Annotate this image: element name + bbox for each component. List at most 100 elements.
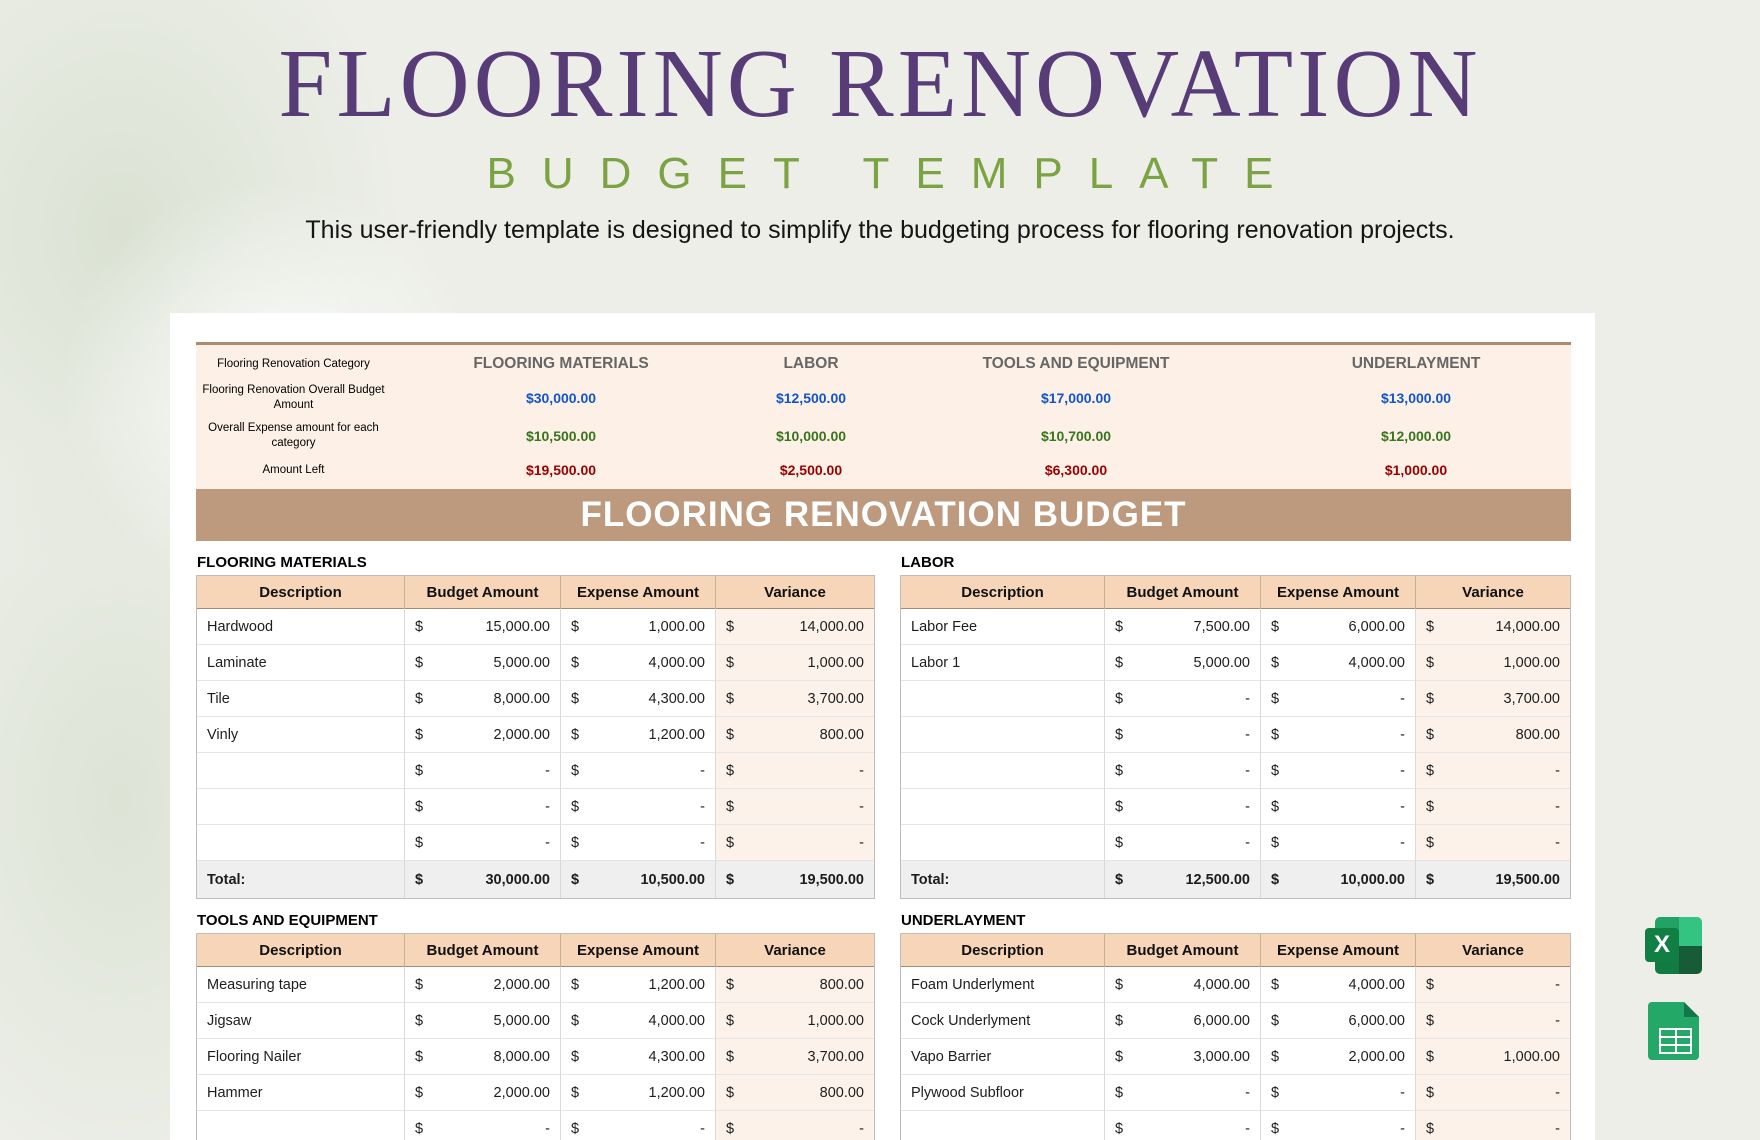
table-cell-description (901, 1111, 1105, 1140)
table-cell-budget-value: - (545, 834, 550, 851)
table-cell-budget-value: 8,000.00 (493, 690, 550, 707)
table-cell-expense: $ - (1261, 753, 1416, 789)
table-cell-expense: $4,000.00 (1261, 645, 1416, 681)
table-cell-expense: $1,200.00 (561, 1075, 716, 1111)
table-cell-expense-value: - (1400, 798, 1405, 815)
table-cell-expense-value: 4,000.00 (648, 654, 705, 671)
table-cell-expense: $ - (1261, 1111, 1416, 1140)
table-cell-expense-value: 4,300.00 (648, 690, 705, 707)
table-cell-expense: $ - (1261, 1075, 1416, 1111)
google-sheets-icon[interactable] (1648, 1002, 1699, 1060)
currency-symbol: $ (1115, 834, 1124, 851)
currency-symbol: $ (726, 834, 735, 851)
currency-symbol: $ (1271, 1084, 1280, 1101)
currency-symbol: $ (415, 871, 424, 888)
table-cell-budget-value: 5,000.00 (493, 1012, 550, 1029)
currency-symbol: $ (415, 1084, 424, 1101)
table-grid: Description Budget Amount Expense Amount Va… (196, 933, 875, 1140)
excel-icon-letter: X (1645, 928, 1679, 962)
table-cell-budget-value: 2,000.00 (493, 726, 550, 743)
currency-symbol: $ (571, 654, 580, 671)
column-header: Variance (1416, 934, 1570, 967)
currency-symbol: $ (571, 1120, 580, 1137)
summary-expense-value: $10,000.00 (775, 428, 847, 444)
currency-symbol: $ (726, 1048, 735, 1065)
currency-symbol: $ (1426, 618, 1435, 635)
table-cell-variance-value: - (1555, 976, 1560, 993)
currency-symbol: $ (1115, 1120, 1124, 1137)
currency-symbol: $ (415, 654, 424, 671)
summary-amount-left-value: $2,500.00 (779, 462, 843, 478)
table-cell-description (197, 789, 405, 825)
table-cell-variance: $1,000.00 (716, 645, 874, 681)
table-cell-expense: $ - (561, 825, 716, 861)
currency-symbol: $ (1271, 1012, 1280, 1029)
table-cell-expense-value: - (700, 798, 705, 815)
table-cell-description: Vapo Barrier (901, 1039, 1105, 1075)
table-cell-description (901, 753, 1105, 789)
currency-symbol: $ (1271, 762, 1280, 779)
table-cell-variance-value: 1,000.00 (807, 654, 864, 671)
page-title: FLOORING RENOVATION (278, 30, 1482, 137)
table-cell-description: Laminate (197, 645, 405, 681)
table-cell-budget-value: - (1245, 762, 1250, 779)
table-cell-expense-value: 2,000.00 (1348, 1048, 1405, 1065)
section-title: UNDERLAYMENT (901, 912, 1026, 929)
table-cell-expense-value: - (1400, 1084, 1405, 1101)
table-total-variance-value: 19,500.00 (1495, 871, 1560, 888)
table-cell-expense: $ - (1261, 717, 1416, 753)
currency-symbol: $ (1271, 834, 1280, 851)
table-cell-variance: $3,700.00 (716, 681, 874, 717)
currency-symbol: $ (1115, 690, 1124, 707)
table-total-expense: $10,000.00 (1261, 861, 1416, 898)
table-cell-budget-value: - (1245, 690, 1250, 707)
table-cell-variance: $ - (1416, 789, 1570, 825)
table-total-budget-value: 30,000.00 (485, 871, 550, 888)
table-cell-budget-value: 8,000.00 (493, 1048, 550, 1065)
currency-symbol: $ (1426, 762, 1435, 779)
currency-symbol: $ (726, 690, 735, 707)
currency-symbol: $ (415, 834, 424, 851)
table-cell-description: Labor 1 (901, 645, 1105, 681)
table-cell-budget: $8,000.00 (405, 681, 561, 717)
section-title: LABOR (901, 554, 955, 571)
table-cell-budget: $ - (1105, 1075, 1261, 1111)
table-cell-budget-value: 5,000.00 (1193, 654, 1250, 671)
table-cell-description (901, 789, 1105, 825)
table-cell-description (197, 1111, 405, 1140)
currency-symbol: $ (571, 762, 580, 779)
currency-symbol: $ (726, 1012, 735, 1029)
table-cell-budget-value: 5,000.00 (493, 654, 550, 671)
currency-symbol: $ (571, 618, 580, 635)
currency-symbol: $ (571, 976, 580, 993)
table-cell-variance: $14,000.00 (1416, 609, 1570, 645)
currency-symbol: $ (1426, 1120, 1435, 1137)
table-cell-expense: $2,000.00 (1261, 1039, 1416, 1075)
table-cell-variance: $ - (716, 753, 874, 789)
excel-icon[interactable]: X (1645, 917, 1702, 974)
table-cell-variance: $1,000.00 (1416, 1039, 1570, 1075)
table-cell-expense: $4,000.00 (561, 1003, 716, 1039)
summary-row-label: Flooring Renovation Category (217, 357, 370, 370)
table-total-budget: $30,000.00 (405, 861, 561, 898)
table-cell-variance: $1,000.00 (716, 1003, 874, 1039)
table-total-budget: $12,500.00 (1105, 861, 1261, 898)
currency-symbol: $ (726, 654, 735, 671)
currency-symbol: $ (1426, 1048, 1435, 1065)
budget-tables: FLOORING MATERIALS Description Budget Amo… (196, 553, 1571, 1140)
table-cell-variance-value: 14,000.00 (1495, 618, 1560, 635)
content-panel: Flooring Renovation Category FLOORING MA… (170, 313, 1595, 1140)
table-cell-description: Labor Fee (901, 609, 1105, 645)
sheets-grid-glyph (1659, 1028, 1692, 1054)
currency-symbol: $ (1115, 1084, 1124, 1101)
table-grid: Description Budget Amount Expense Amount Va… (900, 575, 1571, 899)
table-cell-budget: $ - (1105, 753, 1261, 789)
summary-budget-value: $17,000.00 (1040, 390, 1112, 406)
column-header: Expense Amount (561, 576, 716, 609)
table-cell-expense-value: - (700, 834, 705, 851)
table-cell-variance-value: - (1555, 1120, 1560, 1137)
table-cell-budget-value: - (545, 762, 550, 779)
currency-symbol: $ (415, 798, 424, 815)
document-header: FLOORING RENOVATION BUDGET TEMPLATE This… (0, 0, 1760, 245)
